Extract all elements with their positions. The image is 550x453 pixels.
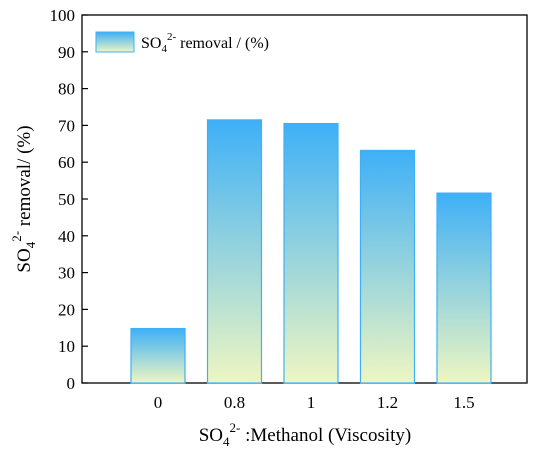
legend-swatch — [95, 31, 135, 53]
x-axis-title: SO42- :Methanol (Viscosity) — [199, 420, 412, 449]
legend-label-sup: 2- — [167, 31, 177, 43]
bars — [130, 119, 492, 384]
x-axis-title-sup: 2- — [230, 420, 241, 435]
y-axis-tick-labels: 0 10 20 30 40 50 60 70 80 90 100 — [50, 6, 76, 393]
y-tick-label: 60 — [58, 153, 75, 172]
x-tick-label: 0 — [154, 393, 163, 412]
legend-label: SO42- removal / (%) — [141, 31, 269, 55]
y-axis-ticks — [82, 14, 88, 384]
x-tick-label: 1.2 — [377, 393, 398, 412]
y-tick-label: 70 — [58, 116, 75, 135]
y-tick-label: 0 — [67, 374, 76, 393]
y-tick-label: 40 — [58, 227, 75, 246]
y-axis-title-tail: removal/ (%) — [14, 125, 35, 231]
bar — [206, 119, 263, 384]
y-tick-label: 80 — [58, 80, 75, 99]
y-tick-label: 20 — [58, 300, 75, 319]
y-tick-label: 90 — [58, 43, 75, 62]
x-axis-title-tail: :Methanol (Viscosity) — [240, 425, 411, 446]
y-axis-title-sup: 2- — [9, 231, 24, 242]
bar — [283, 122, 339, 384]
x-tick-label: 0.8 — [224, 393, 245, 412]
y-tick-label: 10 — [58, 337, 75, 356]
x-axis-title-base: SO — [199, 425, 223, 446]
y-axis-title-base: SO — [14, 248, 35, 272]
x-tick-label: 1 — [307, 393, 316, 412]
y-axis-title-sub: 4 — [23, 241, 38, 248]
bar — [359, 149, 416, 384]
y-axis-title: SO42- removal/ (%) — [9, 125, 38, 272]
x-tick-label: 1.5 — [453, 393, 474, 412]
legend-label-sub: 4 — [161, 43, 167, 55]
legend-label-tail: removal / (%) — [176, 35, 269, 52]
legend: SO42- removal / (%) — [95, 31, 269, 55]
y-tick-label: 100 — [50, 6, 76, 25]
x-axis-tick-labels: 0 0.8 1 1.2 1.5 — [154, 393, 475, 412]
y-tick-label: 30 — [58, 264, 75, 283]
legend-label-base: SO — [141, 35, 161, 52]
bar — [436, 192, 492, 384]
x-axis-title-sub: 4 — [223, 434, 230, 449]
bar — [130, 327, 186, 384]
y-tick-label: 50 — [58, 190, 75, 209]
